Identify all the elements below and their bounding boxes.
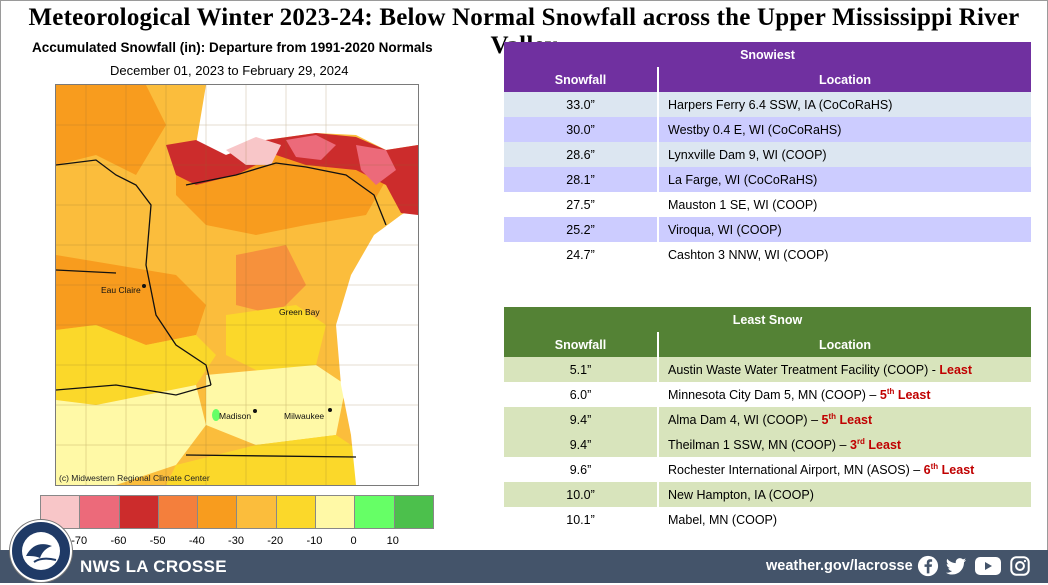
snowiest-snowfall-value: 30.0” [504, 117, 659, 142]
legend-tick-label: -10 [306, 535, 323, 547]
legend-tick-label: -70 [71, 535, 88, 547]
legend-swatch [198, 496, 238, 528]
footer-bar: NWS LA CROSSE weather.gov/lacrosse [0, 550, 1048, 583]
least-location: Austin Waste Water Treatment Facility (C… [668, 362, 973, 377]
least-row: 10.0” New Hampton, IA (COOP) [504, 482, 1031, 507]
least-rank-label: 3rd Least [849, 436, 902, 453]
snowiest-row: 25.2” Viroqua, WI (COOP) [504, 217, 1031, 242]
madison-marker [253, 409, 257, 413]
snowiest-row: 27.5” Mauston 1 SE, WI (COOP) [504, 192, 1031, 217]
map-title: Accumulated Snowfall (in): Departure fro… [32, 40, 433, 55]
least-snowfall-value: 9.4” [504, 432, 659, 457]
least-col-snowfall: Snowfall [504, 332, 659, 357]
page-title: Meteorological Winter 2023-24: Below Nor… [28, 4, 1020, 59]
snowiest-snowfall-value: 25.2” [504, 217, 659, 242]
legend-swatch [355, 496, 395, 528]
snowiest-location: Mauston 1 SE, WI (COOP) [668, 197, 818, 212]
least-snowfall-value: 9.4” [504, 407, 659, 432]
legend-tick-label: -60 [110, 535, 127, 547]
least-location: Minnesota City Dam 5, MN (COOP) – 5th Le… [668, 386, 931, 403]
snowiest-location: Cashton 3 NNW, WI (COOP) [668, 247, 829, 262]
milwaukee-marker [328, 408, 332, 412]
snowiest-snowfall-value: 27.5” [504, 192, 659, 217]
map-date-range: December 01, 2023 to February 29, 2024 [110, 63, 349, 78]
twitter-icon[interactable] [944, 555, 968, 577]
snowiest-location: Lynxville Dam 9, WI (COOP) [668, 147, 827, 162]
city-label-green-bay: Green Bay [279, 307, 320, 317]
website-link[interactable]: weather.gov/lacrosse [766, 558, 913, 574]
legend-swatch [276, 496, 317, 528]
least-rank-label: 6th Least [923, 461, 975, 478]
legend-swatch [158, 496, 199, 528]
least-location: Theilman 1 SSW, MN (COOP) – 3rd Least [668, 436, 902, 453]
least-snow-table: Least Snow Snowfall Location 5.1” Austin … [504, 307, 1031, 532]
legend-swatch [394, 496, 433, 528]
nws-logo [10, 520, 72, 582]
legend-swatch [80, 496, 120, 528]
snowiest-row: 28.6” Lynxville Dam 9, WI (COOP) [504, 142, 1031, 167]
snowiest-location: Viroqua, WI (COOP) [668, 222, 782, 237]
snowiest-table: Snowiest Snowfall Location 33.0” Harpers … [504, 42, 1031, 267]
snowiest-snowfall-value: 24.7” [504, 242, 659, 267]
eau-claire-marker [142, 284, 146, 288]
snowiest-snowfall-value: 33.0” [504, 92, 659, 117]
least-snow-title: Least Snow [732, 312, 803, 327]
legend-swatch [119, 496, 159, 528]
least-location: Rochester International Airport, MN (ASO… [668, 461, 975, 478]
snowfall-departure-map: (c) Midwestern Regional Climate Center E… [55, 84, 419, 486]
least-rank-label: 5th Least [879, 386, 931, 403]
legend-swatch [316, 496, 356, 528]
least-row: 5.1” Austin Waste Water Treatment Facilit… [504, 357, 1031, 382]
least-rank-label: 5th Least [821, 411, 873, 428]
snowiest-row: 24.7” Cashton 3 NNW, WI (COOP) [504, 242, 1031, 267]
least-rank-label: Least [939, 362, 973, 377]
least-snowfall-value: 10.0” [504, 482, 659, 507]
least-row: 9.4” Alma Dam 4, WI (COOP) – 5th Least [504, 407, 1031, 432]
least-location: Alma Dam 4, WI (COOP) – 5th Least [668, 411, 873, 428]
snowiest-title: Snowiest [740, 47, 795, 62]
least-snowfall-value: 6.0” [504, 382, 659, 407]
snowiest-col-snowfall: Snowfall [504, 67, 659, 92]
legend-tick-label: -20 [267, 535, 284, 547]
snowiest-snowfall-value: 28.1” [504, 167, 659, 192]
legend-tick-label: 10 [386, 535, 399, 547]
snowiest-location: Westby 0.4 E, WI (CoCoRaHS) [668, 122, 842, 137]
snowiest-row: 30.0” Westby 0.4 E, WI (CoCoRaHS) [504, 117, 1031, 142]
legend-tick-label: 0 [350, 535, 357, 547]
snowiest-row: 28.1” La Farge, WI (CoCoRaHS) [504, 167, 1031, 192]
snowiest-col-location: Location [818, 72, 872, 87]
city-label-eau-claire: Eau Claire [101, 285, 141, 295]
least-location: Mabel, MN (COOP) [668, 512, 778, 527]
map-credit: (c) Midwestern Regional Climate Center [59, 473, 210, 483]
least-snowfall-value: 10.1” [504, 507, 659, 532]
youtube-icon[interactable] [974, 555, 1002, 577]
facebook-icon[interactable] [917, 555, 939, 577]
least-row: 9.6” Rochester International Airport, MN … [504, 457, 1031, 482]
legend-tick-label: -50 [149, 535, 166, 547]
least-snowfall-value: 5.1” [504, 357, 659, 382]
city-label-milwaukee: Milwaukee [284, 411, 325, 421]
instagram-icon[interactable] [1009, 555, 1031, 577]
snowiest-location: La Farge, WI (CoCoRaHS) [668, 172, 818, 187]
least-row: 6.0” Minnesota City Dam 5, MN (COOP) – 5t… [504, 382, 1031, 407]
snowiest-location: Harpers Ferry 6.4 SSW, IA (CoCoRaHS) [668, 97, 893, 112]
city-label-madison: Madison [219, 411, 252, 421]
legend-swatch [237, 496, 277, 528]
legend-tick-label: -30 [228, 535, 244, 547]
map-graphic [56, 85, 418, 485]
least-location: New Hampton, IA (COOP) [668, 487, 814, 502]
least-row: 10.1” Mabel, MN (COOP) [504, 507, 1031, 532]
snowiest-row: 33.0” Harpers Ferry 6.4 SSW, IA (CoCoRaHS… [504, 92, 1031, 117]
snowiest-snowfall-value: 28.6” [504, 142, 659, 167]
office-name: NWS LA CROSSE [80, 557, 227, 576]
least-col-location: Location [818, 337, 872, 352]
legend-tick-label: -40 [188, 535, 205, 547]
nws-emblem-icon [14, 524, 68, 578]
least-snowfall-value: 9.6” [504, 457, 659, 482]
map-legend-colorbar [40, 495, 434, 529]
least-row: 9.4” Theilman 1 SSW, MN (COOP) – 3rd Leas… [504, 432, 1031, 457]
